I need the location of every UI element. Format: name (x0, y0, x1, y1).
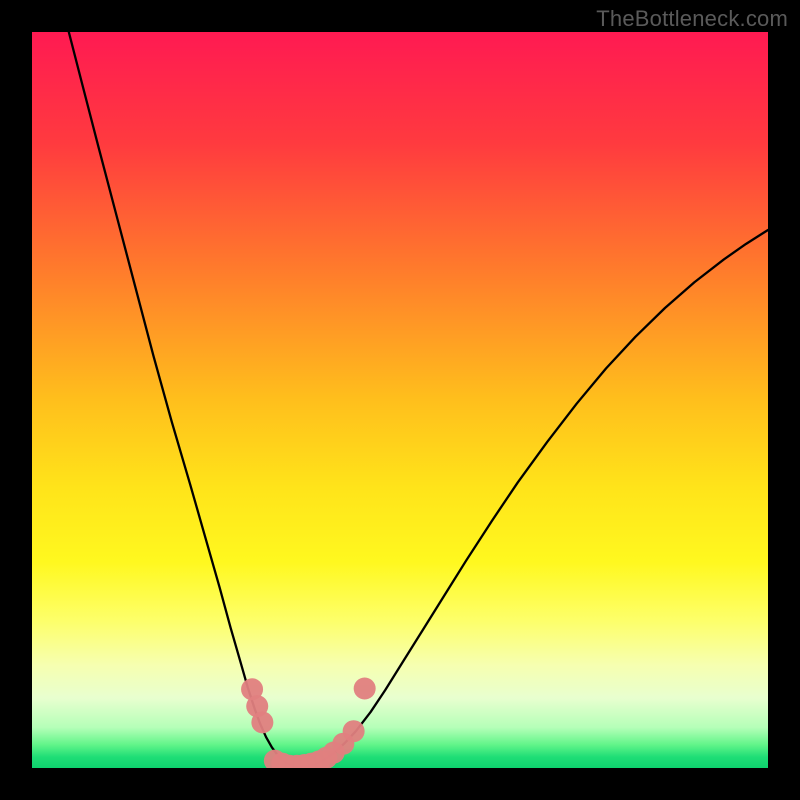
marker-point (343, 720, 365, 742)
marker-point (251, 711, 273, 733)
curve-left (69, 32, 293, 767)
chart-stage: TheBottleneck.com (0, 0, 800, 800)
marker-point (354, 678, 376, 700)
bottleneck-curve-plot (0, 0, 800, 800)
watermark-text: TheBottleneck.com (596, 6, 788, 32)
